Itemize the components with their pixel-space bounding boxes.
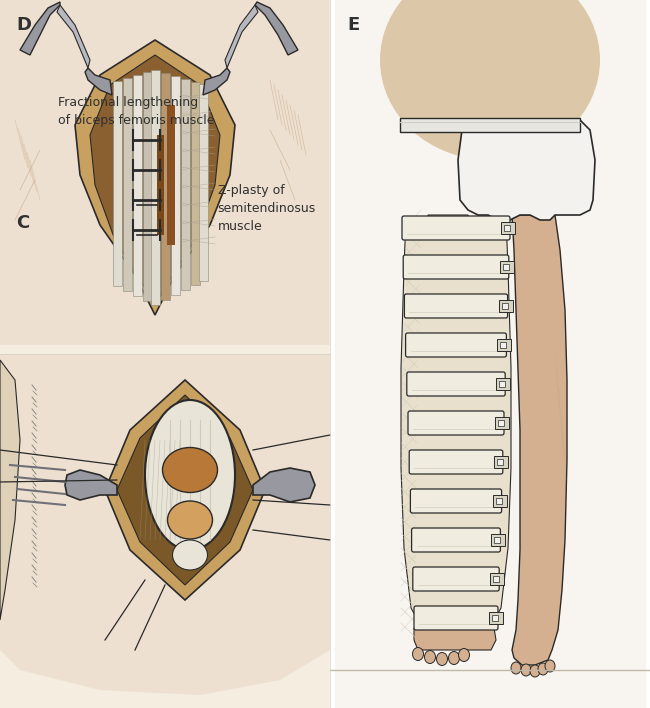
Polygon shape xyxy=(105,380,265,600)
Bar xyxy=(496,378,510,390)
Ellipse shape xyxy=(521,664,531,676)
FancyBboxPatch shape xyxy=(408,411,504,435)
Bar xyxy=(502,303,508,309)
Bar xyxy=(497,459,503,465)
Ellipse shape xyxy=(545,660,555,672)
Polygon shape xyxy=(400,120,595,220)
Polygon shape xyxy=(0,0,160,340)
Bar xyxy=(500,261,514,273)
Polygon shape xyxy=(203,68,230,95)
FancyBboxPatch shape xyxy=(411,528,500,552)
Polygon shape xyxy=(0,360,20,620)
Polygon shape xyxy=(85,68,112,95)
Text: Fractional lengthening
of biceps femoris muscle: Fractional lengthening of biceps femoris… xyxy=(58,96,215,127)
Ellipse shape xyxy=(458,649,469,661)
Ellipse shape xyxy=(511,662,521,674)
Polygon shape xyxy=(170,0,330,340)
FancyBboxPatch shape xyxy=(406,333,506,357)
Ellipse shape xyxy=(145,400,235,550)
Bar xyxy=(400,118,580,132)
Bar xyxy=(113,81,122,286)
Bar xyxy=(495,498,502,504)
FancyBboxPatch shape xyxy=(404,294,508,318)
Bar xyxy=(492,615,498,621)
Bar xyxy=(498,420,504,426)
FancyBboxPatch shape xyxy=(403,255,509,279)
Bar xyxy=(143,72,152,301)
Bar xyxy=(171,76,180,295)
Bar xyxy=(497,339,512,351)
Bar xyxy=(499,300,513,312)
Polygon shape xyxy=(512,215,567,665)
Bar xyxy=(157,135,164,235)
Bar xyxy=(133,75,142,296)
Polygon shape xyxy=(414,628,496,650)
FancyBboxPatch shape xyxy=(414,606,498,630)
Bar xyxy=(491,534,506,546)
Bar xyxy=(123,79,132,291)
FancyBboxPatch shape xyxy=(410,489,502,513)
Polygon shape xyxy=(65,470,117,500)
Bar xyxy=(494,456,508,468)
Polygon shape xyxy=(0,354,330,695)
FancyBboxPatch shape xyxy=(407,372,505,396)
Ellipse shape xyxy=(162,447,218,493)
Text: Z-plasty of
semitendinosus
muscle: Z-plasty of semitendinosus muscle xyxy=(218,184,316,233)
Polygon shape xyxy=(75,40,235,315)
Bar xyxy=(495,417,509,429)
Ellipse shape xyxy=(413,648,424,661)
Bar xyxy=(503,264,509,270)
Bar xyxy=(489,612,503,624)
Bar xyxy=(501,222,515,234)
Ellipse shape xyxy=(530,665,540,677)
Text: C: C xyxy=(16,214,29,232)
Bar xyxy=(0,354,330,708)
Bar xyxy=(504,225,510,231)
Text: D: D xyxy=(16,16,31,34)
FancyBboxPatch shape xyxy=(410,450,503,474)
Bar xyxy=(335,0,645,708)
FancyBboxPatch shape xyxy=(402,216,510,240)
Bar xyxy=(161,73,170,300)
Bar xyxy=(199,84,208,281)
Ellipse shape xyxy=(424,651,436,663)
Ellipse shape xyxy=(168,501,213,539)
Polygon shape xyxy=(57,5,90,68)
Ellipse shape xyxy=(380,0,600,160)
Polygon shape xyxy=(0,0,330,345)
Bar xyxy=(499,381,505,387)
Ellipse shape xyxy=(437,653,447,666)
Polygon shape xyxy=(255,2,298,55)
Polygon shape xyxy=(401,218,511,626)
Bar xyxy=(335,0,645,708)
Polygon shape xyxy=(117,395,253,585)
Bar xyxy=(191,82,200,285)
Polygon shape xyxy=(428,215,475,648)
Ellipse shape xyxy=(538,663,548,675)
Bar xyxy=(330,0,650,708)
Ellipse shape xyxy=(172,540,207,570)
Bar xyxy=(181,79,190,290)
Bar xyxy=(493,576,499,582)
Bar xyxy=(493,495,506,507)
Text: E: E xyxy=(348,16,360,34)
Bar xyxy=(151,70,160,305)
Bar xyxy=(167,105,175,245)
Polygon shape xyxy=(100,0,165,340)
Bar xyxy=(490,573,504,585)
Polygon shape xyxy=(253,468,315,502)
Polygon shape xyxy=(90,55,220,305)
FancyBboxPatch shape xyxy=(413,567,499,591)
Bar xyxy=(495,537,501,543)
Ellipse shape xyxy=(448,651,460,665)
Polygon shape xyxy=(20,2,60,55)
Polygon shape xyxy=(225,5,258,68)
Bar xyxy=(500,342,506,348)
